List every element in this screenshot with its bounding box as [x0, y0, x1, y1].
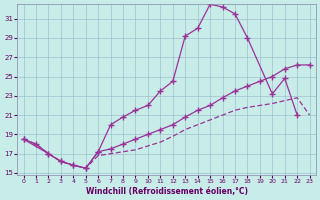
X-axis label: Windchill (Refroidissement éolien,°C): Windchill (Refroidissement éolien,°C) [85, 187, 248, 196]
